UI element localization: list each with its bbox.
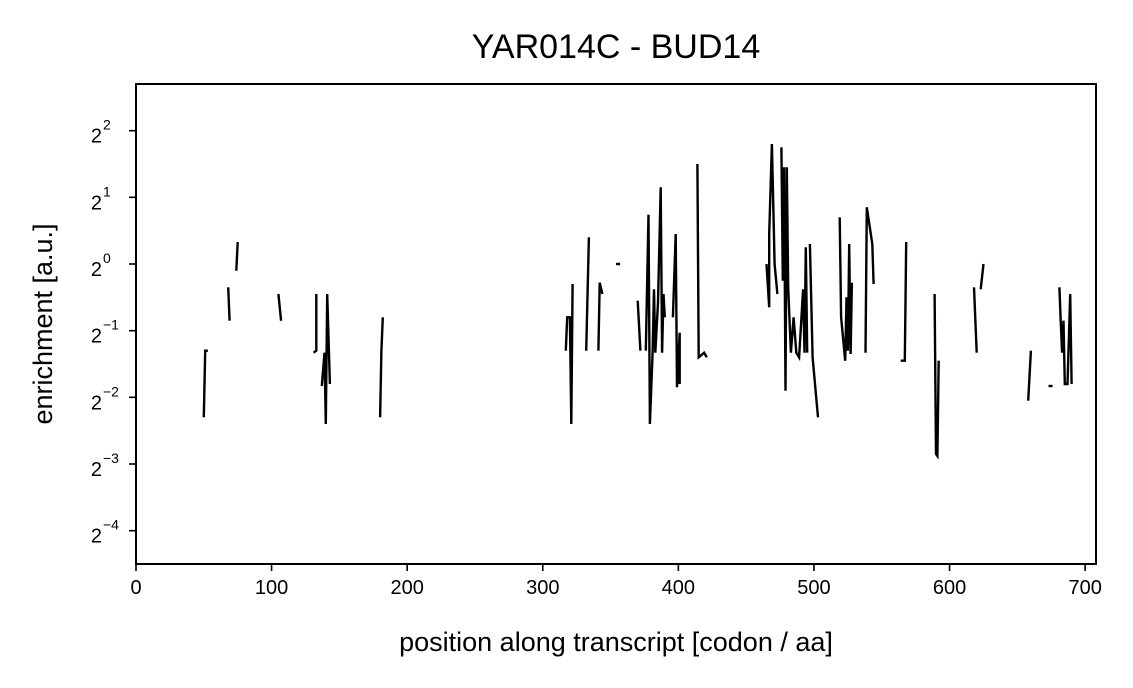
y-tick-label: 2	[91, 392, 102, 414]
y-tick-label: 2	[91, 192, 102, 214]
series-line-8	[585, 237, 591, 351]
y-tick-label: 2	[91, 126, 102, 148]
x-tick-label: 500	[797, 577, 830, 599]
y-tick-exponent: 1	[103, 183, 111, 199]
series-line-22	[972, 287, 978, 353]
series-line-7	[564, 283, 574, 425]
y-tick-label: 2	[91, 326, 102, 348]
series-line-9	[597, 282, 604, 351]
series-line-12	[644, 187, 666, 425]
x-tick-label: 700	[1068, 577, 1101, 599]
series-line-13	[671, 233, 681, 388]
y-axis-label: enrichment [a.u.]	[28, 223, 58, 424]
y-tick-exponent: 0	[103, 250, 111, 266]
series-line-6	[378, 317, 384, 418]
x-axis-label: position along transcript [codon / aa]	[399, 627, 833, 657]
x-tick-label: 400	[662, 577, 695, 599]
series-line-23	[979, 263, 985, 290]
series-group	[202, 143, 1073, 460]
x-tick-label: 100	[255, 577, 288, 599]
y-tick-exponent: 2	[103, 117, 111, 133]
series-line-16	[780, 147, 809, 391]
series-line-1	[227, 287, 231, 321]
series-line-5	[320, 293, 332, 425]
series-line-2	[235, 241, 239, 271]
series-line-15	[765, 143, 779, 308]
y-tick-exponent: −1	[103, 317, 119, 333]
y-tick-label: 2	[91, 526, 102, 548]
series-line-18	[838, 217, 854, 361]
x-tick-label: 600	[933, 577, 966, 599]
chart-title: YAR014C - BUD14	[472, 28, 761, 66]
y-tick-exponent: −2	[103, 383, 119, 399]
y-tick-label: 2	[91, 459, 102, 481]
plot-frame	[135, 83, 1097, 565]
x-tick-label: 0	[130, 577, 141, 599]
series-line-0	[202, 349, 208, 418]
x-tick-label: 300	[526, 577, 559, 599]
series-line-26	[1058, 287, 1073, 386]
series-line-19	[864, 207, 875, 353]
series-line-21	[933, 293, 940, 460]
y-tick-exponent: −4	[103, 517, 119, 533]
series-line-17	[808, 243, 820, 418]
x-tick-label: 200	[390, 577, 423, 599]
series-line-4	[312, 294, 318, 354]
series-line-11	[636, 300, 642, 351]
series-line-14	[696, 163, 708, 360]
series-line-20	[900, 241, 908, 362]
series-line-24	[1027, 350, 1033, 401]
y-tick-exponent: −3	[103, 450, 119, 466]
x-axis: 0 100 200 300 400 500 600 700	[130, 564, 1102, 599]
y-tick-label: 2	[91, 259, 102, 281]
series-line-3	[277, 293, 283, 321]
